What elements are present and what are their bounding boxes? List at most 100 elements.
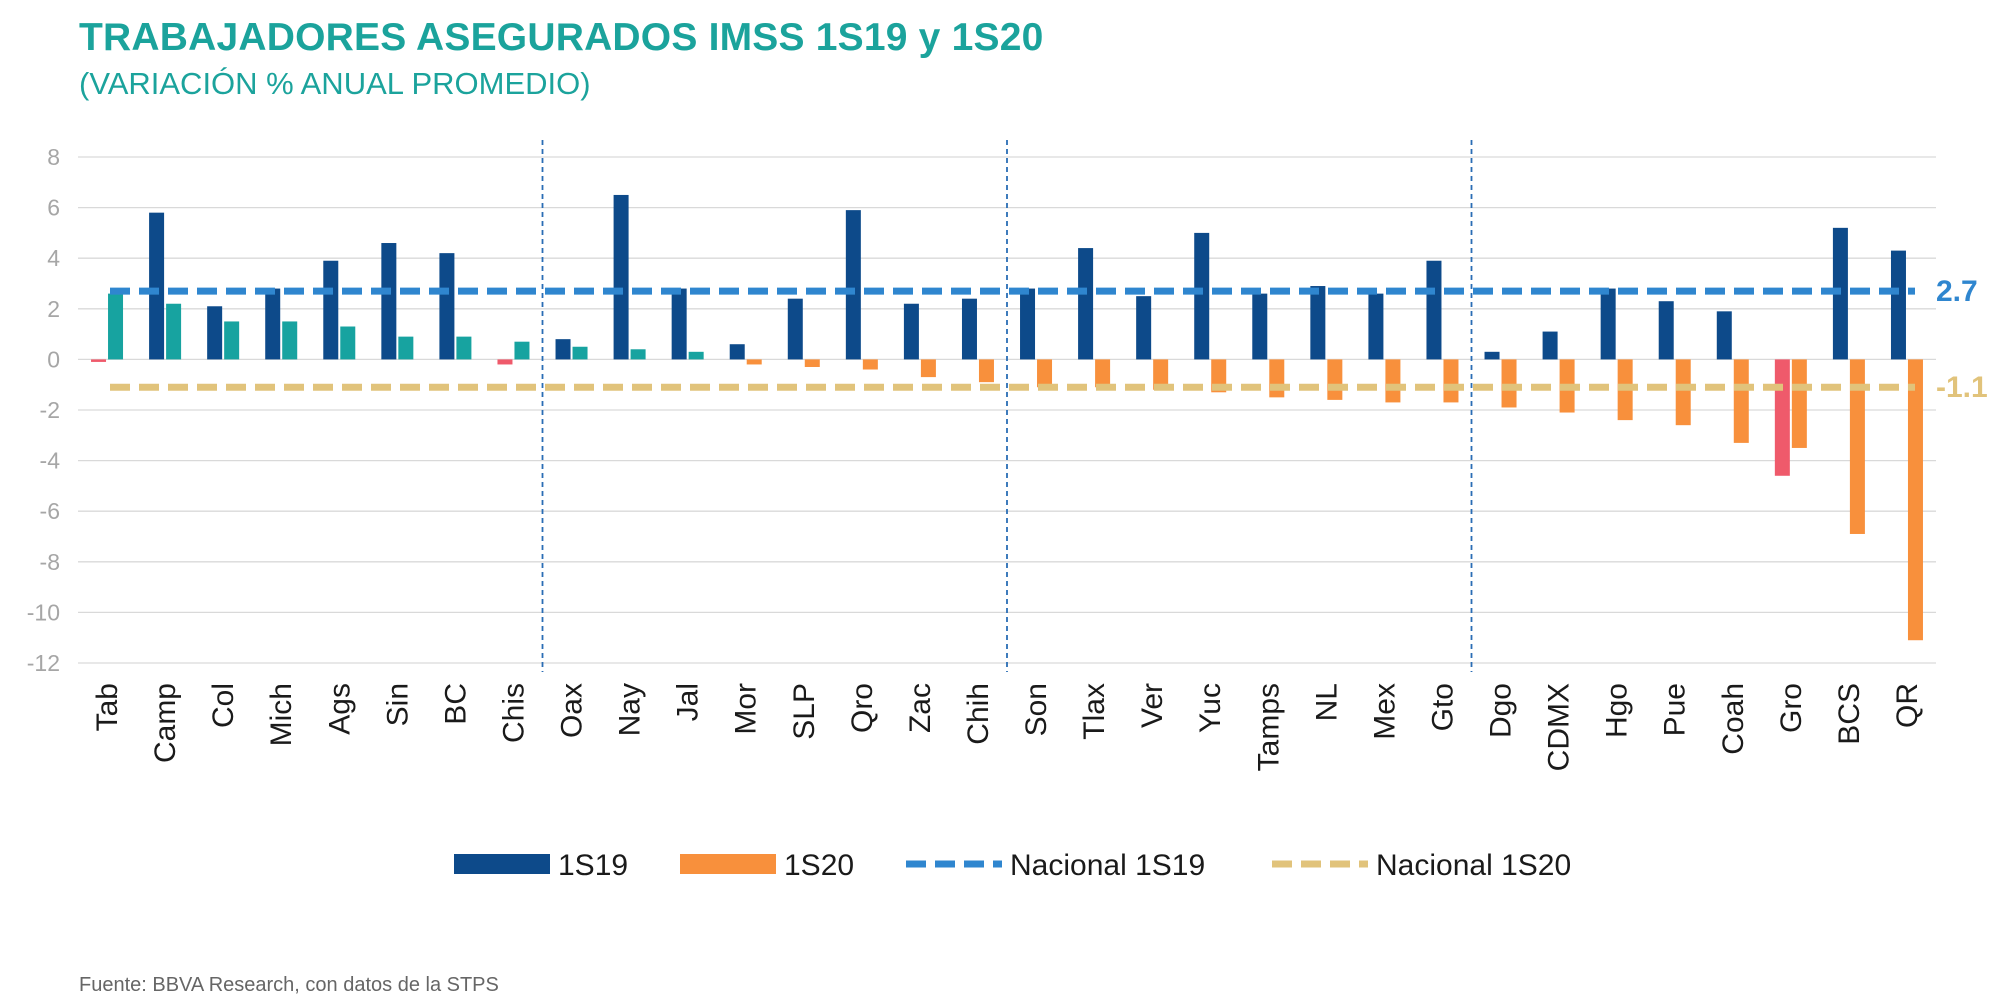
- source-note: Fuente: BBVA Research, con datos de la S…: [79, 974, 499, 996]
- x-tick-label: CDMX: [1543, 683, 1576, 771]
- bar-1s19: [323, 260, 339, 360]
- bar-1s20: [804, 359, 820, 367]
- bar-1s20: [514, 341, 530, 360]
- bar-1s19: [149, 212, 165, 360]
- bar-1s19: [1774, 359, 1790, 476]
- x-tick-label: Mich: [265, 683, 298, 746]
- bar-1s19: [1890, 250, 1906, 360]
- bar-1s19: [1716, 311, 1732, 360]
- x-tick-label: Qro: [846, 683, 879, 733]
- bar-1s19: [265, 288, 281, 360]
- bar-1s20: [1037, 359, 1053, 388]
- legend-swatch: [454, 854, 550, 874]
- chart-title: TRABAJADORES ASEGURADOS IMSS 1S19 y 1S20: [79, 16, 1044, 59]
- nacional-1s19-label: 2.7: [1936, 275, 1978, 308]
- x-tick-label: QR: [1891, 683, 1924, 728]
- chart-subtitle: (VARIACIÓN % ANUAL PROMEDIO): [79, 66, 591, 101]
- bar-1s19: [1136, 296, 1152, 360]
- bar-1s19: [1310, 286, 1326, 360]
- bar-1s20: [224, 321, 240, 360]
- bar-1s19: [787, 298, 803, 360]
- x-tick-label: BCS: [1833, 683, 1866, 745]
- x-tick-label: Nay: [614, 683, 647, 736]
- bar-1s20: [166, 303, 182, 360]
- x-tick-label: BC: [439, 683, 472, 725]
- x-tick-label: Gto: [1426, 683, 1459, 731]
- legend-label: 1S20: [784, 849, 854, 882]
- bar-1s20: [340, 326, 356, 360]
- x-tick-label: Oax: [556, 683, 589, 738]
- y-tick-label: -10: [27, 599, 60, 625]
- x-tick-label: Camp: [149, 683, 182, 763]
- bar-1s19: [613, 194, 629, 360]
- bar-1s19: [439, 253, 455, 360]
- x-tick-label: Ver: [1136, 683, 1169, 728]
- bar-1s20: [630, 349, 646, 360]
- x-tick-label: Tab: [91, 683, 124, 731]
- y-tick-label: 2: [47, 296, 60, 322]
- bar-1s19: [1426, 260, 1442, 360]
- bar-1s19: [381, 243, 397, 360]
- bar-1s19: [903, 303, 919, 360]
- bar-1s20: [1443, 359, 1459, 403]
- x-tick-label: Chih: [962, 683, 995, 745]
- bar-1s19: [671, 288, 687, 360]
- y-tick-label: -12: [27, 650, 60, 676]
- bar-1s19: [1368, 293, 1384, 360]
- x-tick-label: Zac: [904, 683, 937, 733]
- y-tick-label: 0: [47, 346, 60, 372]
- bar-1s20: [572, 346, 588, 360]
- bar-1s20: [456, 336, 472, 360]
- bar-1s20: [108, 293, 124, 360]
- bar-1s19: [845, 210, 861, 360]
- bar-1s20: [1791, 359, 1807, 448]
- x-tick-label: Mor: [730, 683, 763, 735]
- bar-1s20: [282, 321, 298, 360]
- x-tick-label: Chis: [497, 683, 530, 743]
- x-tick-label: Pue: [1659, 683, 1692, 736]
- x-tick-label: Gro: [1775, 683, 1808, 733]
- y-tick-label: 4: [47, 245, 60, 271]
- bar-1s19: [729, 344, 745, 360]
- bar-1s19: [1542, 331, 1558, 360]
- bar-1s20: [1501, 359, 1517, 408]
- bar-1s20: [1327, 359, 1343, 400]
- y-tick-label: 8: [47, 144, 60, 170]
- x-tick-label: Ags: [323, 683, 356, 735]
- bar-1s19: [207, 306, 223, 360]
- bar-1s20: [1849, 359, 1865, 534]
- bar-1s19: [91, 359, 107, 362]
- x-tick-label: Tlax: [1078, 683, 1111, 740]
- nacional-1s20-label: -1.1: [1936, 371, 1988, 404]
- y-tick-label: 6: [47, 195, 60, 221]
- bar-1s20: [1907, 359, 1923, 641]
- x-tick-label: Tamps: [1252, 683, 1285, 771]
- bar-1s19: [1658, 301, 1674, 360]
- bar-1s19: [1020, 288, 1036, 360]
- x-tick-label: Sin: [381, 683, 414, 726]
- bar-1s19: [1252, 293, 1268, 360]
- bar-1s20: [398, 336, 414, 360]
- bar-1s19: [1484, 351, 1500, 360]
- bar-1s20: [1385, 359, 1401, 403]
- bar-1s19: [1078, 248, 1094, 360]
- bar-1s20: [862, 359, 878, 370]
- x-tick-label: NL: [1310, 683, 1343, 721]
- bar-1s20: [920, 359, 936, 378]
- bar-1s20: [1675, 359, 1691, 426]
- x-tick-label: Mex: [1368, 683, 1401, 740]
- legend-swatch: [680, 854, 776, 874]
- bar-1s20: [978, 359, 994, 383]
- bar-1s20: [1733, 359, 1749, 443]
- legend-label: 1S19: [558, 849, 628, 882]
- x-tick-label: Coah: [1717, 683, 1750, 755]
- x-tick-label: Jal: [672, 683, 705, 721]
- bar-1s20: [746, 359, 762, 365]
- bar-1s19: [555, 339, 571, 360]
- bar-1s20: [688, 351, 704, 360]
- x-tick-label: Col: [207, 683, 240, 728]
- x-tick-label: Hgo: [1601, 683, 1634, 738]
- x-tick-label: Dgo: [1485, 683, 1518, 738]
- y-tick-label: -8: [40, 549, 60, 575]
